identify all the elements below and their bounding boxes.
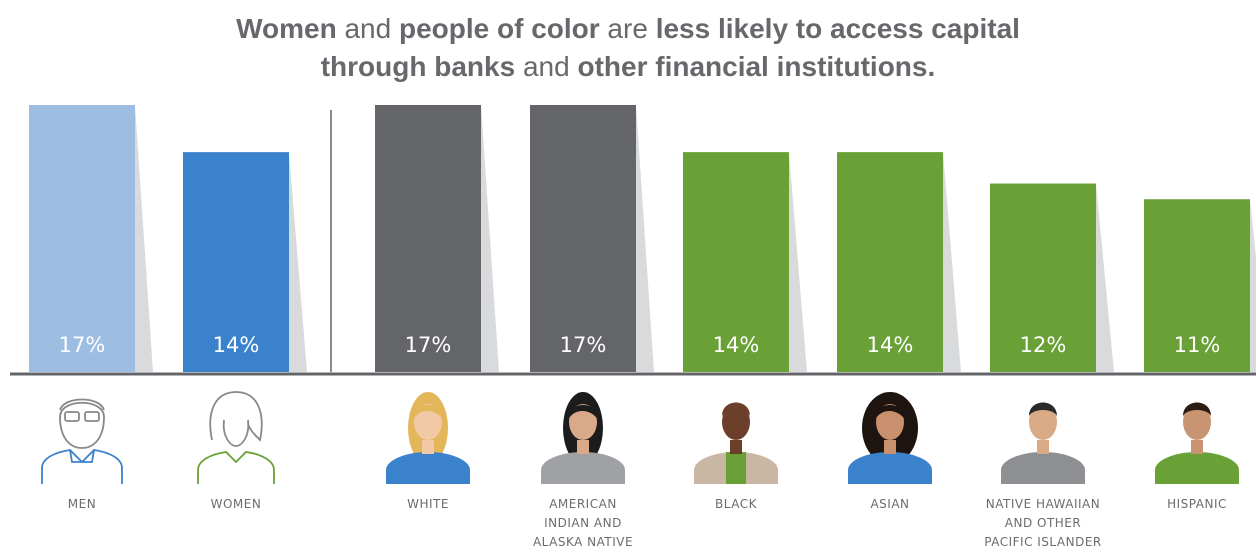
category-label: HISPANIC bbox=[1167, 497, 1227, 511]
bar-shadow bbox=[1250, 199, 1256, 372]
woman-outline-icon bbox=[197, 391, 275, 484]
category-label: NATIVE HAWAIIAN AND OTHER PACIFIC ISLANDER bbox=[984, 497, 1101, 549]
hispanic-man-portrait-icon bbox=[1155, 402, 1239, 484]
bar bbox=[683, 152, 789, 372]
man-outline-icon bbox=[41, 398, 123, 484]
bar-value-label: 11% bbox=[1174, 333, 1221, 357]
bar-shadow bbox=[943, 152, 961, 372]
american-indian-woman-portrait-icon bbox=[541, 392, 625, 484]
category-label: MEN bbox=[68, 497, 96, 511]
bar-shadow bbox=[636, 105, 654, 372]
chart-title-line-1: Women and people of color are less likel… bbox=[0, 10, 1256, 48]
bar-shadow bbox=[135, 105, 153, 372]
title-segment: through banks bbox=[320, 51, 516, 82]
bar-shadow bbox=[481, 105, 499, 372]
bar bbox=[183, 152, 289, 372]
bar-value-label: 14% bbox=[867, 333, 914, 357]
title-segment: people of color bbox=[398, 13, 600, 44]
category-label: ASIAN bbox=[870, 497, 909, 511]
bar-value-label: 14% bbox=[713, 333, 760, 357]
white-woman-portrait-icon bbox=[386, 392, 470, 484]
black-man-portrait-icon bbox=[694, 402, 778, 484]
bar-shadow bbox=[289, 152, 307, 372]
title-segment: and bbox=[515, 51, 578, 82]
pacific-islander-man-portrait-icon bbox=[1001, 402, 1085, 484]
bar-shadow bbox=[1096, 183, 1114, 372]
bar-value-label: 12% bbox=[1020, 333, 1067, 357]
bar bbox=[375, 105, 481, 372]
chart-title-line-2: through banks and other financial instit… bbox=[0, 48, 1256, 86]
title-segment: less likely to access capital bbox=[655, 13, 1020, 44]
category-label: AMERICAN INDIAN AND ALASKA NATIVE bbox=[533, 497, 633, 549]
bar bbox=[29, 105, 135, 372]
title-segment: and bbox=[336, 13, 399, 44]
bar bbox=[990, 183, 1096, 372]
category-label: WOMEN bbox=[211, 497, 262, 511]
bar-shadow bbox=[789, 152, 807, 372]
category-label: WHITE bbox=[407, 497, 449, 511]
category-label: BLACK bbox=[715, 497, 758, 511]
bar-value-label: 17% bbox=[59, 333, 106, 357]
bar-value-label: 17% bbox=[560, 333, 607, 357]
bar bbox=[530, 105, 636, 372]
bar-value-label: 14% bbox=[213, 333, 260, 357]
chart-title: Women and people of color are less likel… bbox=[0, 10, 1256, 86]
title-segment: are bbox=[599, 13, 656, 44]
title-segment: Women bbox=[236, 13, 337, 44]
bar bbox=[1144, 199, 1250, 372]
title-segment: other financial institutions. bbox=[577, 51, 936, 82]
asian-woman-portrait-icon bbox=[848, 392, 932, 484]
bar-value-label: 17% bbox=[405, 333, 452, 357]
bar bbox=[837, 152, 943, 372]
